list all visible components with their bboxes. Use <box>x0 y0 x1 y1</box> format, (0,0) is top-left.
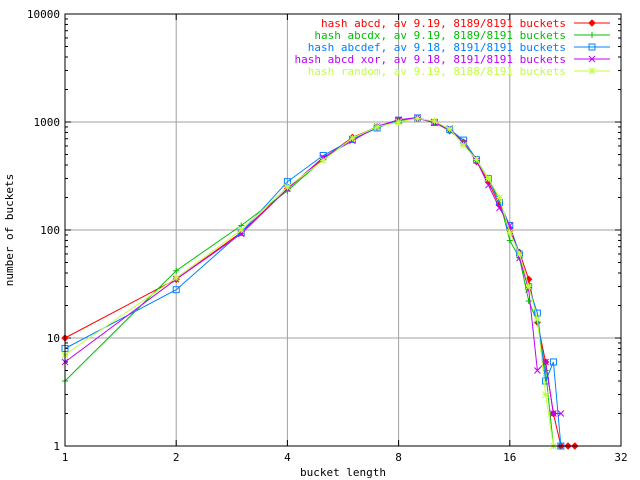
data-point <box>172 274 180 282</box>
data-point <box>534 367 541 374</box>
legend-marker <box>589 32 595 38</box>
data-point <box>506 222 514 230</box>
series-line <box>64 117 575 447</box>
data-point <box>395 118 402 126</box>
data-point <box>414 115 421 122</box>
y-tick-label: 10000 <box>27 8 60 21</box>
x-tick-label: 32 <box>614 451 627 464</box>
data-point <box>349 134 356 142</box>
x-axis-ticks: 1 2 4 8 16 32 <box>62 14 628 464</box>
data-point <box>506 237 513 244</box>
y-tick-label: 1000 <box>34 116 61 129</box>
data-point <box>542 367 549 374</box>
data-point <box>525 298 532 305</box>
data-point <box>506 222 514 229</box>
y-axis-label: number of buckets <box>3 174 16 287</box>
legend-entry: hash random, av 9.19, 8188/8191 buckets <box>308 65 566 78</box>
legend-entry: hash abcdef, av 9.18, 8191/8191 buckets <box>308 41 566 54</box>
grid <box>65 14 621 446</box>
data-point <box>172 286 180 294</box>
y-tick-label: 1 <box>53 440 60 453</box>
data-point <box>506 229 514 236</box>
legend: hash abcd, av 9.19, 8189/8191 bucketshas… <box>294 17 610 78</box>
data-point <box>485 181 492 189</box>
series-5 <box>61 115 557 450</box>
legend-marker <box>588 55 596 63</box>
x-tick-label: 16 <box>503 451 516 464</box>
data-point <box>496 194 503 201</box>
data-point <box>431 117 438 125</box>
legend-marker <box>588 43 596 51</box>
plot-frame <box>64 13 622 447</box>
x-tick-label: 4 <box>284 451 291 464</box>
y-tick-label: 100 <box>40 224 60 237</box>
data-point <box>373 123 381 131</box>
series-3 <box>61 114 565 450</box>
series-1 <box>61 114 579 450</box>
data-point <box>549 358 557 366</box>
legend-marker <box>588 19 596 27</box>
data-point <box>557 410 565 417</box>
series-group <box>61 114 579 450</box>
data-point <box>525 283 533 290</box>
data-point <box>460 141 468 149</box>
legend-entry: hash abcdx, av 9.19, 8189/8191 buckets <box>314 29 566 42</box>
data-point <box>542 391 549 398</box>
series-line <box>64 116 561 414</box>
data-point <box>534 315 541 323</box>
legend-entry: hash abcd, av 9.19, 8189/8191 buckets <box>321 17 566 30</box>
x-axis-label: bucket length <box>300 466 386 479</box>
series-line <box>64 117 562 447</box>
series-2 <box>62 114 557 449</box>
data-point <box>284 183 291 191</box>
data-point <box>237 226 245 234</box>
x-tick-label: 2 <box>173 451 180 464</box>
data-point <box>473 156 480 163</box>
data-point <box>319 157 327 164</box>
x-tick-label: 1 <box>62 451 69 464</box>
legend-marker <box>588 67 596 75</box>
data-point <box>550 410 557 417</box>
data-point <box>542 358 549 366</box>
series-4 <box>61 114 565 417</box>
legend-entry: hash abcd xor, av 9.18, 8191/8191 bucket… <box>294 53 566 66</box>
data-point <box>485 175 492 182</box>
y-tick-label: 10 <box>47 332 60 345</box>
data-point <box>516 250 523 258</box>
data-point <box>173 267 180 274</box>
x-tick-label: 8 <box>395 451 402 464</box>
y-axis-ticks: 1 10 100 1000 10000 <box>27 8 621 453</box>
data-point <box>446 125 454 133</box>
data-point <box>525 286 533 294</box>
